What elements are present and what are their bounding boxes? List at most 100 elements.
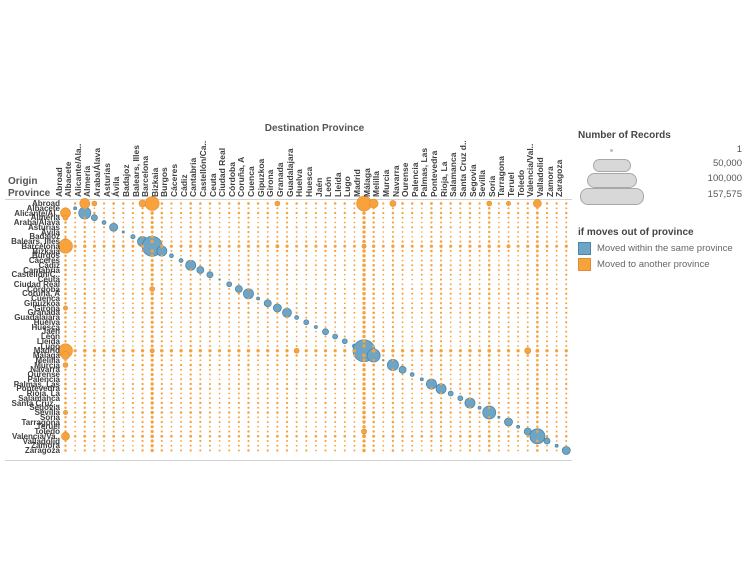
dot-between-province[interactable]: [247, 335, 250, 338]
dot-between-province[interactable]: [228, 392, 231, 395]
dot-between-province[interactable]: [132, 316, 134, 319]
dot-within-province[interactable]: [282, 307, 292, 318]
dot-between-province[interactable]: [247, 268, 250, 272]
dot-between-province[interactable]: [440, 254, 443, 257]
dot-between-province[interactable]: [247, 387, 250, 390]
dot-between-province[interactable]: [459, 302, 462, 305]
dot-between-province[interactable]: [295, 297, 298, 300]
dot-between-province[interactable]: [343, 264, 346, 267]
dot-between-province[interactable]: [459, 254, 462, 257]
dot-between-province[interactable]: [372, 226, 375, 229]
dot-between-province[interactable]: [391, 264, 395, 267]
dot-between-province[interactable]: [526, 221, 529, 224]
dot-between-province[interactable]: [517, 440, 520, 442]
dot-between-province[interactable]: [150, 220, 154, 225]
dot-between-province[interactable]: [372, 287, 375, 291]
dot-between-province[interactable]: [295, 444, 298, 447]
dot-between-province[interactable]: [362, 263, 366, 268]
dot-between-province[interactable]: [257, 316, 260, 319]
dot-between-province[interactable]: [526, 330, 529, 333]
dot-between-province[interactable]: [353, 434, 356, 438]
dot-between-province[interactable]: [305, 345, 308, 347]
dot-between-province[interactable]: [93, 378, 96, 381]
dot-between-province[interactable]: [382, 231, 385, 233]
dot-between-province[interactable]: [150, 429, 154, 434]
dot-between-province[interactable]: [352, 244, 356, 248]
dot-between-province[interactable]: [382, 283, 385, 286]
dot-between-province[interactable]: [410, 349, 414, 353]
dot-between-province[interactable]: [141, 211, 144, 215]
dot-between-province[interactable]: [497, 444, 500, 447]
dot-between-province[interactable]: [160, 363, 164, 367]
dot-between-province[interactable]: [565, 340, 568, 343]
dot-between-province[interactable]: [141, 406, 144, 409]
dot-between-province[interactable]: [401, 359, 404, 362]
dot-between-province[interactable]: [565, 240, 568, 243]
dot-between-province[interactable]: [430, 283, 433, 286]
dot-between-province[interactable]: [353, 440, 356, 442]
dot-between-province[interactable]: [517, 421, 520, 423]
dot-between-province[interactable]: [218, 283, 221, 286]
dot-between-province[interactable]: [315, 269, 317, 271]
dot-between-province[interactable]: [449, 354, 452, 357]
dot-between-province[interactable]: [498, 235, 500, 238]
dot-between-province[interactable]: [237, 444, 240, 447]
dot-between-province[interactable]: [150, 330, 154, 334]
dot-between-province[interactable]: [305, 373, 308, 376]
dot-between-province[interactable]: [170, 207, 173, 210]
dot-between-province[interactable]: [305, 202, 308, 205]
dot-between-province[interactable]: [420, 264, 423, 267]
dot-between-province[interactable]: [150, 282, 154, 286]
dot-between-province[interactable]: [555, 349, 559, 353]
dot-between-province[interactable]: [565, 273, 568, 276]
dot-between-province[interactable]: [64, 230, 67, 234]
dot-between-province[interactable]: [420, 335, 423, 338]
dot-between-province[interactable]: [64, 321, 67, 324]
origin-axis-label[interactable]: Pontevedra: [16, 384, 60, 394]
dot-between-province[interactable]: [295, 207, 298, 210]
dot-between-province[interactable]: [83, 359, 86, 362]
dot-between-province[interactable]: [122, 449, 125, 452]
dot-between-province[interactable]: [199, 235, 202, 238]
dot-between-province[interactable]: [276, 397, 279, 400]
dot-between-province[interactable]: [391, 430, 395, 433]
dot-between-province[interactable]: [170, 401, 173, 405]
dot-between-province[interactable]: [131, 421, 134, 423]
dot-between-province[interactable]: [237, 373, 240, 376]
dot-between-province[interactable]: [170, 330, 173, 333]
dot-between-province[interactable]: [314, 439, 317, 443]
dot-between-province[interactable]: [131, 401, 135, 405]
dot-between-province[interactable]: [362, 254, 366, 258]
dot-between-province[interactable]: [295, 392, 298, 395]
dot-between-province[interactable]: [372, 344, 375, 348]
dot-between-province[interactable]: [64, 401, 67, 405]
dot-between-province[interactable]: [343, 430, 346, 433]
dot-between-province[interactable]: [372, 339, 375, 343]
dot-between-province[interactable]: [478, 278, 481, 281]
dot-between-province[interactable]: [468, 335, 471, 338]
dot-between-province[interactable]: [353, 226, 356, 229]
dot-between-province[interactable]: [247, 373, 250, 376]
destination-axis-label[interactable]: Sevilla: [477, 170, 488, 197]
dot-between-province[interactable]: [131, 292, 135, 295]
dot-between-province[interactable]: [199, 335, 202, 338]
dot-between-province[interactable]: [257, 302, 260, 305]
dot-between-province[interactable]: [276, 449, 279, 452]
dot-between-province[interactable]: [295, 330, 298, 333]
dot-between-province[interactable]: [459, 259, 462, 262]
dot-between-province[interactable]: [526, 202, 530, 205]
dot-between-province[interactable]: [517, 373, 519, 376]
dot-between-province[interactable]: [535, 353, 539, 358]
dot-between-province[interactable]: [83, 449, 86, 452]
dot-between-province[interactable]: [401, 249, 404, 253]
dot-between-province[interactable]: [305, 378, 308, 381]
origin-axis-label[interactable]: Melilla: [35, 355, 60, 365]
dot-between-province[interactable]: [257, 278, 260, 281]
dot-between-province[interactable]: [83, 335, 86, 338]
dot-between-province[interactable]: [257, 216, 259, 219]
dot-between-province[interactable]: [439, 416, 443, 419]
dot-between-province[interactable]: [132, 359, 134, 362]
dot-between-province[interactable]: [536, 339, 539, 343]
dot-between-province[interactable]: [314, 202, 318, 205]
dot-between-province[interactable]: [160, 235, 163, 238]
